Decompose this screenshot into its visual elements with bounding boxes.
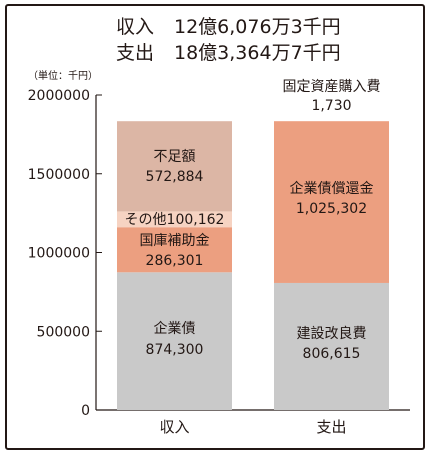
segment-label: その他100,162 xyxy=(125,212,225,228)
expense-summary-value: 18億3,364万7千円 xyxy=(174,42,341,64)
bar-segment xyxy=(117,227,232,273)
y-tick-label: 1000000 xyxy=(28,246,90,262)
bar-segment xyxy=(274,121,389,283)
x-category-label: 支出 xyxy=(316,418,346,436)
segment-value: 806,615 xyxy=(303,346,361,362)
segment-value: 572,884 xyxy=(146,169,204,185)
expense-summary-label: 支出 xyxy=(116,42,155,64)
bar-segment xyxy=(117,272,232,410)
bar-segment xyxy=(117,211,232,228)
y-tick-label: 500000 xyxy=(37,324,90,340)
segment-name: 固定資産購入費 xyxy=(283,79,381,95)
segment-value: 1,025,302 xyxy=(296,201,367,217)
bar-segment xyxy=(274,121,389,123)
segment-name: 国庫補助金 xyxy=(140,232,210,249)
segment-name: 企業債償還金 xyxy=(290,180,374,197)
segment-name: 建設改良費 xyxy=(297,326,367,342)
y-tick-label: 2000000 xyxy=(28,88,90,104)
income-summary-value: 12億6,076万3千円 xyxy=(174,16,341,38)
segment-name: 不足額 xyxy=(154,149,196,165)
segment-value: 1,730 xyxy=(311,98,351,114)
segment-value: 874,300 xyxy=(146,342,204,358)
unit-note: （単位：千円） xyxy=(28,69,98,82)
bar-segment xyxy=(274,282,389,410)
segment-value: 286,301 xyxy=(146,253,204,269)
y-tick-label: 0 xyxy=(81,403,90,419)
x-category-label: 収入 xyxy=(159,418,189,436)
y-tick-label: 1500000 xyxy=(28,167,90,183)
segment-name: 企業債 xyxy=(154,320,196,337)
income-summary-label: 収入 xyxy=(116,16,155,38)
bar-segment xyxy=(117,121,232,212)
